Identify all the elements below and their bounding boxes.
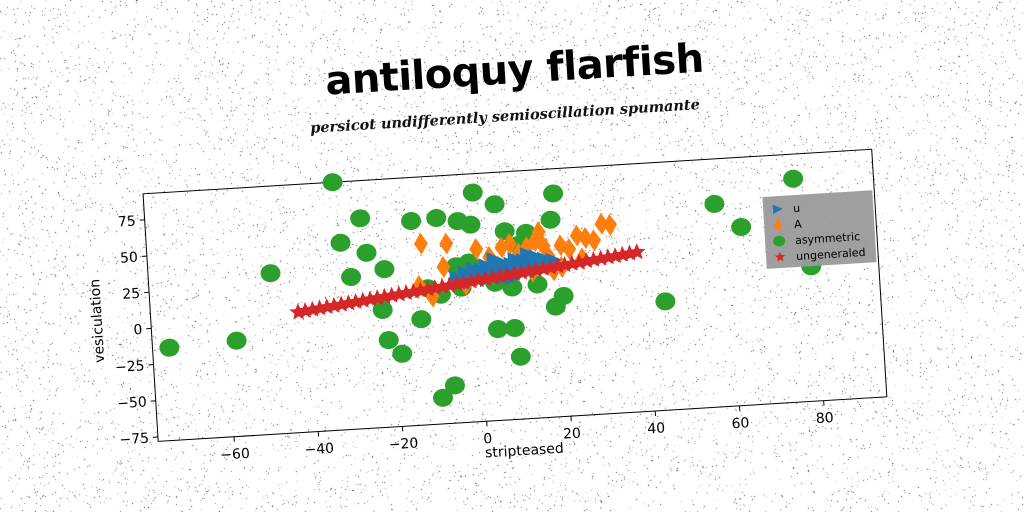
y-tick-label: −25 [115,358,145,376]
point-asymmetric [411,310,432,329]
x-tick-label: 20 [563,426,582,443]
point-u [478,258,495,275]
point-asymmetric [356,243,377,262]
point-asymmetric [260,264,281,283]
legend-marker-u [772,204,783,215]
point-asymmetric [510,347,531,366]
point-asymmetric [426,209,447,228]
point-u [457,265,474,282]
point-asymmetric [341,267,362,287]
legend-label-u: u [793,202,801,215]
point-asymmetric [487,320,508,339]
point-A [602,213,617,236]
point-asymmetric [392,344,413,363]
point-asymmetric [704,194,725,213]
point-asymmetric [543,184,564,203]
point-A [439,232,454,255]
point-asymmetric [372,300,393,319]
legend-marker-asymmetric [773,235,786,247]
x-tick-label: −40 [304,441,334,459]
point-asymmetric [433,388,454,407]
point-asymmetric [545,297,566,316]
legend-label-asymmetric: asymmetric [795,230,861,247]
x-tick-label: 40 [647,420,666,437]
plot-frame [142,148,888,442]
y-tick-label: −75 [119,431,149,449]
point-asymmetric [401,212,422,231]
point-A [578,226,593,249]
data-points [159,169,822,407]
legend-marker-ungeneraled [774,251,786,262]
point-asymmetric [322,173,343,192]
x-tick-label: −60 [220,446,250,464]
x-tick-label: 60 [731,415,750,432]
legend-marker-A [773,218,783,232]
point-asymmetric [655,292,676,311]
y-tick-label: 75 [117,213,136,230]
point-A [436,256,451,278]
y-tick-label: 50 [120,250,139,267]
point-asymmetric [350,209,371,228]
point-A [569,224,584,247]
point-asymmetric [444,376,465,395]
legend-label-A: A [794,218,803,231]
point-ungeneraled [628,243,646,260]
y-tick-label: −50 [117,394,147,412]
y-axis: −75 −50 −25 0 25 50 75 [115,213,158,449]
point-A [469,238,484,260]
y-axis-label: vesiculation [87,278,108,363]
point-asymmetric [330,233,351,252]
point-asymmetric [159,338,180,357]
x-tick-label: 0 [483,431,493,448]
point-asymmetric [731,217,752,236]
point-A [413,232,428,255]
point-u [486,251,503,268]
point-u [519,247,537,264]
point-asymmetric [460,215,481,234]
point-A [494,236,509,259]
point-A [594,212,609,235]
x-axis: −60 −40 −20 0 20 40 60 80 [220,400,834,464]
point-asymmetric [484,195,505,214]
x-tick-label: 80 [815,410,834,427]
point-asymmetric [226,331,247,350]
legend-box [762,190,877,269]
legend-label-ungeneraled: ungeneraled [796,246,866,263]
point-asymmetric [783,169,804,188]
point-asymmetric [504,319,525,338]
point-asymmetric [462,183,483,202]
point-asymmetric [378,331,399,350]
x-tick-label: −20 [388,435,418,453]
x-axis-label: stripteased [485,441,565,462]
point-A [502,233,517,256]
point-asymmetric [374,260,395,279]
y-tick-label: 25 [122,286,141,303]
point-A [587,229,602,252]
point-asymmetric [540,210,561,229]
point-A [562,238,577,261]
y-tick-label: 0 [133,322,143,339]
